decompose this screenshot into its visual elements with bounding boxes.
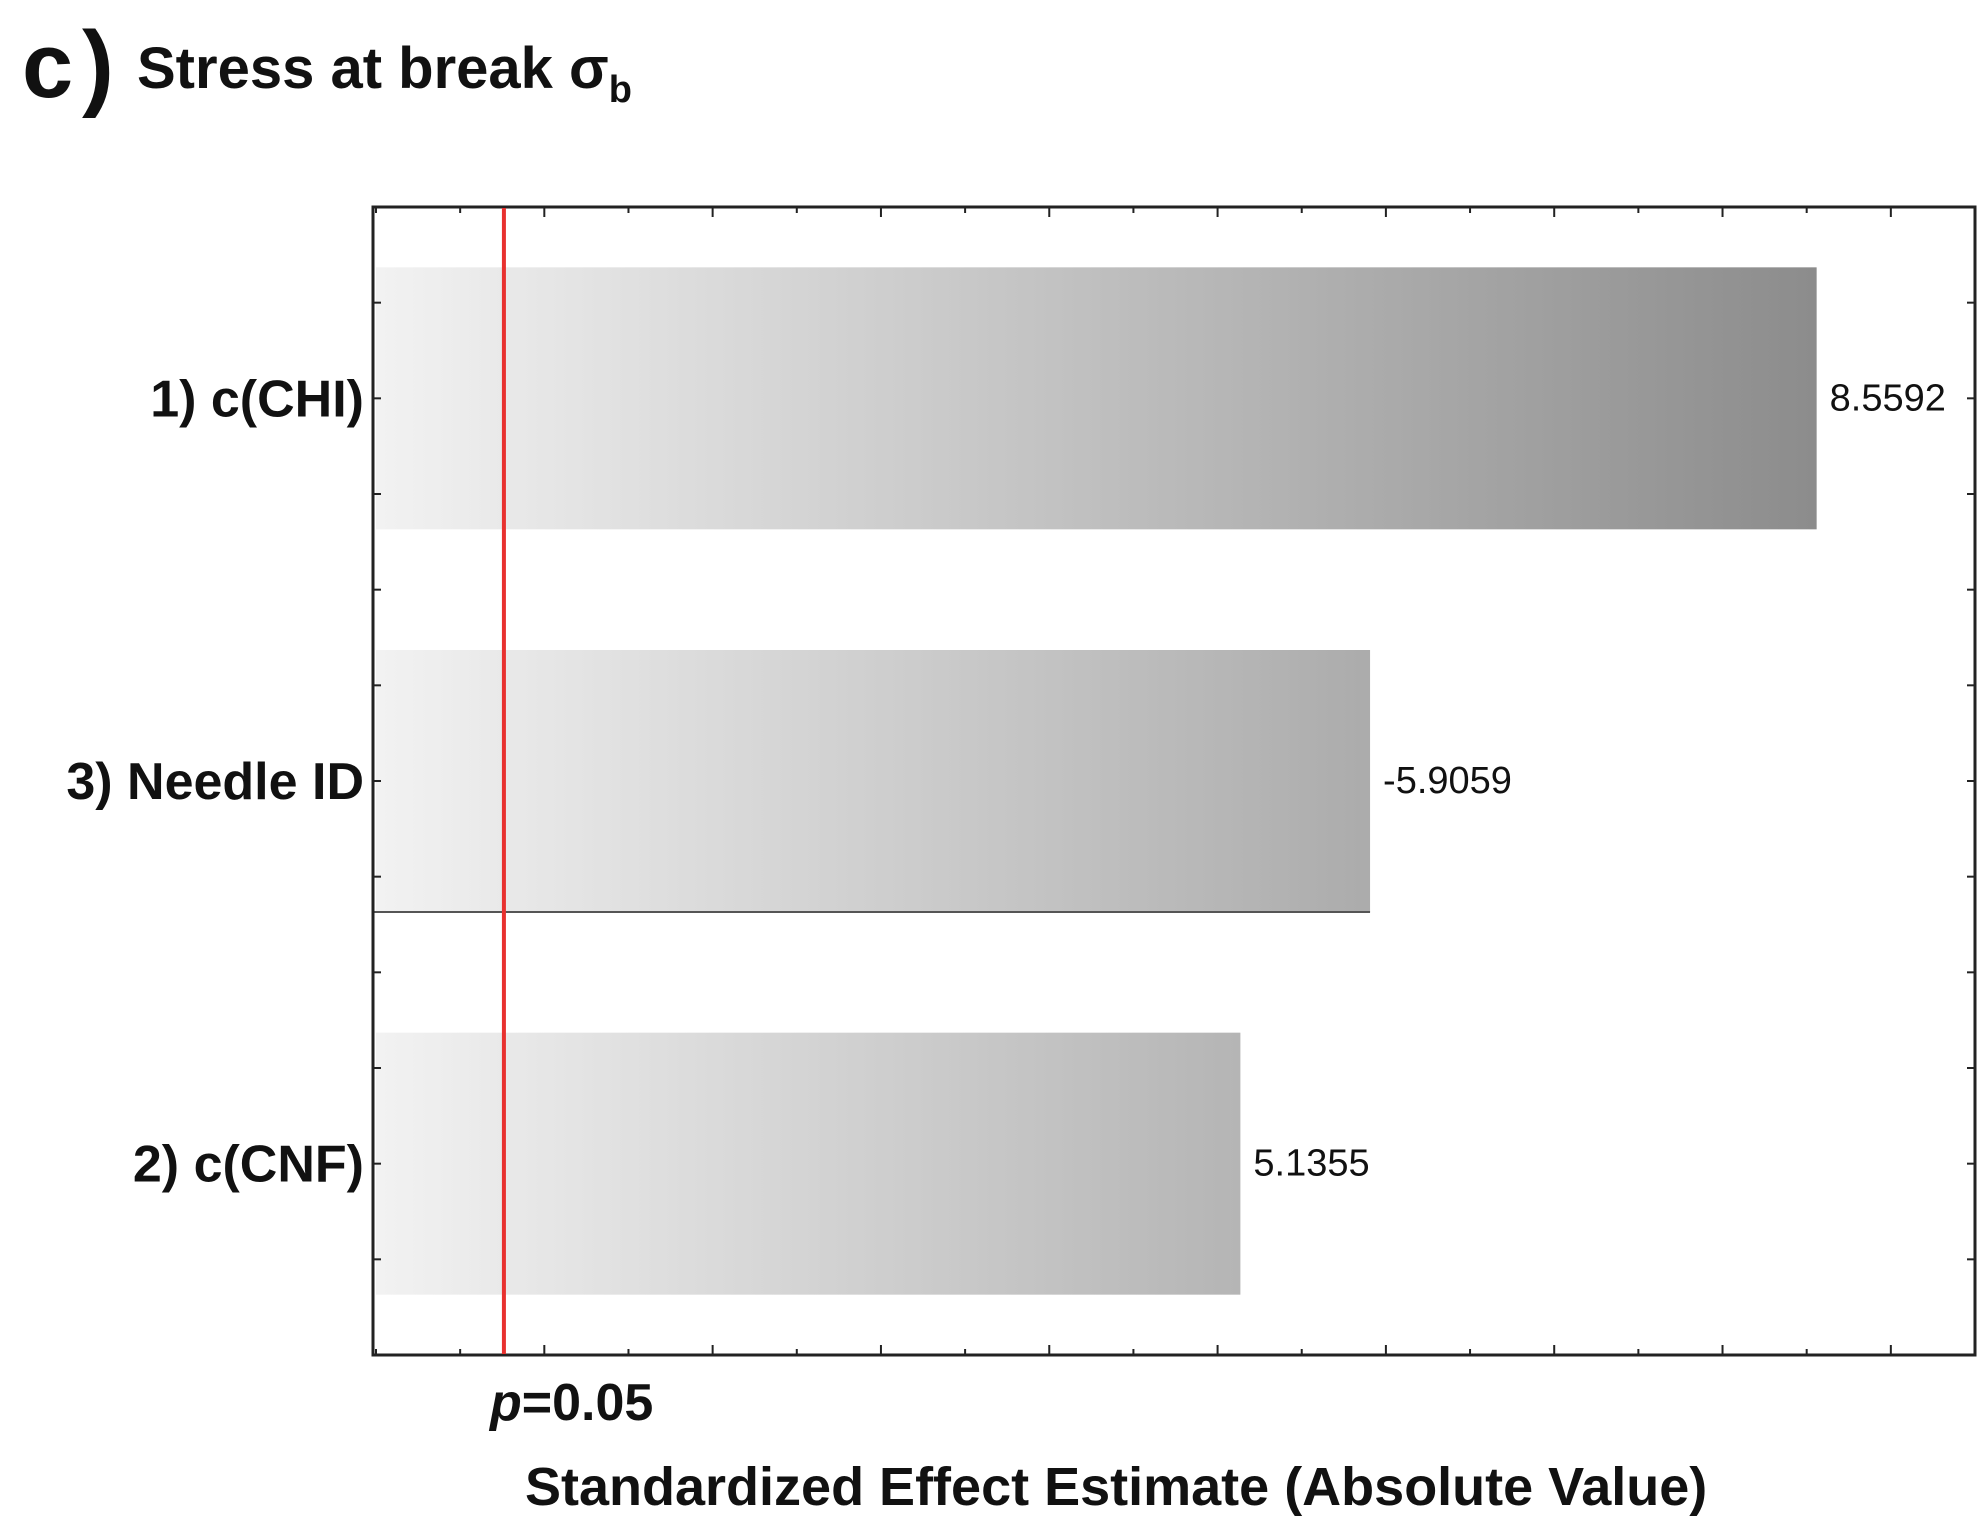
ticks-group: [373, 207, 1976, 1355]
chart-title-text: Stress at break: [137, 36, 553, 101]
chart-title-subscript: b: [608, 69, 632, 111]
significance-label: p=0.05: [488, 1374, 653, 1432]
category-labels: 1) c(CHI) 3) Needle ID 2) c(CNF): [66, 370, 364, 1193]
chart-title: Stress at break σb: [137, 40, 632, 111]
panel-letter: c: [22, 15, 74, 117]
plot-frame: [371, 205, 1977, 1357]
panel-paren: ): [82, 12, 114, 119]
category-label: 3) Needle ID: [66, 753, 364, 811]
x-axis-title: Standardized Effect Estimate (Absolute V…: [525, 1457, 1707, 1517]
category-label: 1) c(CHI): [150, 370, 364, 428]
bar-3: [376, 1032, 1241, 1295]
value-label: 5.1355: [1253, 1143, 1369, 1185]
value-labels: 8.5592 -5.9059 5.1355: [1253, 377, 1945, 1184]
bars-group: [373, 267, 1817, 1295]
chart-title-symbol: σ: [569, 36, 609, 101]
bar-1: [376, 267, 1817, 530]
value-label: 8.5592: [1830, 377, 1946, 419]
category-label: 2) c(CNF): [133, 1136, 364, 1194]
value-label: -5.9059: [1383, 760, 1512, 802]
bar-2: [376, 650, 1371, 912]
significance-label-p: p: [488, 1374, 522, 1432]
significance-label-value: =0.05: [522, 1374, 654, 1432]
